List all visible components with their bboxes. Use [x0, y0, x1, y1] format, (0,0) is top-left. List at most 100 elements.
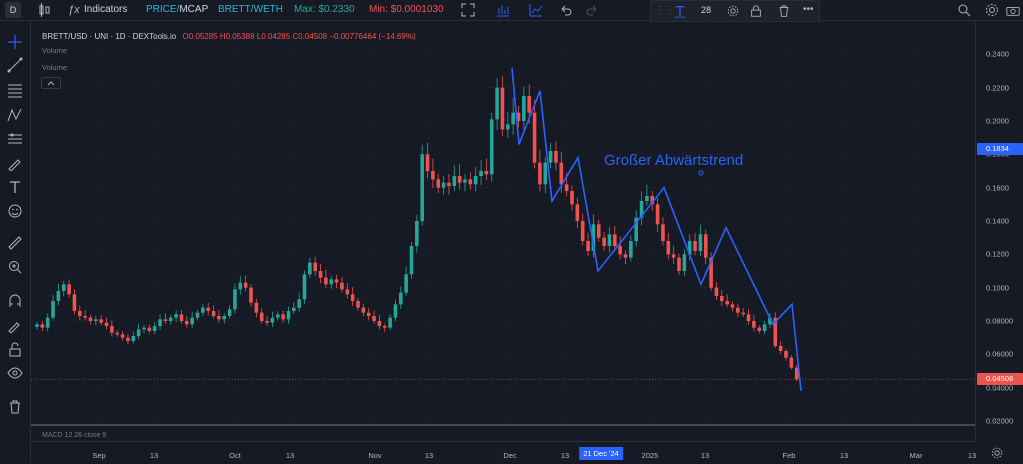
candle	[773, 317, 778, 346]
candle	[179, 314, 184, 321]
undo-icon[interactable]	[558, 2, 574, 18]
indicators-icon[interactable]: ƒx	[68, 4, 80, 16]
y-tick-label: 0.08000	[986, 316, 1014, 326]
candle	[602, 237, 606, 246]
unlock-icon[interactable]	[7, 341, 23, 357]
delete-icon[interactable]	[7, 399, 23, 415]
symbol-button[interactable]: D	[5, 2, 21, 18]
y-tick-label: 0.02000	[986, 416, 1014, 426]
candle	[645, 195, 649, 201]
candle	[575, 204, 580, 221]
candle	[447, 182, 451, 186]
redo-icon[interactable]	[584, 2, 600, 18]
candle	[420, 154, 424, 221]
candle	[634, 217, 638, 241]
compare-icon[interactable]	[495, 2, 511, 18]
candle	[366, 312, 371, 316]
trash-icon[interactable]	[777, 4, 791, 18]
fullscreen-icon[interactable]	[460, 2, 476, 18]
candle	[158, 319, 162, 326]
candle	[190, 317, 194, 325]
candle	[40, 324, 45, 328]
candle	[292, 307, 296, 311]
candle	[45, 317, 50, 328]
prediction-icon[interactable]	[7, 131, 23, 147]
candle	[473, 175, 478, 185]
ruler-icon[interactable]	[7, 235, 23, 251]
y-tick-label: 0.1600	[986, 183, 1009, 193]
y-tick-label: 0.2200	[986, 83, 1009, 93]
price-mcap-toggle[interactable]: PRICE/MCAP	[146, 4, 209, 15]
candle	[538, 162, 542, 185]
price-axis[interactable]: 0.02000 0.04000 0.06000 0.08000 0.1000 0.1200…	[975, 21, 1023, 441]
chevron-up-icon	[47, 81, 55, 86]
candle	[741, 312, 745, 315]
candle	[334, 279, 339, 283]
crosshair-icon[interactable]	[7, 34, 23, 50]
collapse-button[interactable]	[41, 77, 61, 89]
chart-type-icon[interactable]	[528, 2, 544, 18]
eye-icon[interactable]	[7, 365, 23, 381]
candle	[51, 300, 55, 318]
candle	[142, 327, 146, 330]
camera-icon[interactable]	[1006, 2, 1020, 18]
chart-legend: BRETT/USD · UNI · 1D · DEXTools.io O0.05…	[42, 32, 416, 41]
candle	[564, 184, 569, 191]
candle	[543, 162, 548, 185]
x-tick-label: 13	[285, 451, 295, 460]
indicators-button[interactable]: Indicators	[84, 4, 128, 15]
legend-title: BRETT/USD · UNI · 1D · DEXTools.io	[42, 32, 177, 41]
font-size-selector[interactable]: 28	[701, 5, 712, 15]
zoom-icon[interactable]	[7, 259, 23, 275]
candle	[409, 245, 414, 275]
candle	[356, 300, 360, 308]
magnet-icon[interactable]	[7, 293, 23, 309]
gear-icon[interactable]	[726, 4, 740, 18]
brush-icon[interactable]	[7, 155, 23, 171]
trend-zigzag-line[interactable]	[511, 67, 802, 392]
time-axis[interactable]: Sep 13 Oct 13 Nov 13 Dec 13 2025 13 Feb 13 Mar 13 21 D…	[31, 441, 976, 464]
candle	[372, 315, 376, 321]
drag-handle-icon[interactable]: ⋮⋮	[655, 5, 675, 16]
more-icon[interactable]: •••	[803, 4, 814, 15]
fib-icon[interactable]	[7, 82, 23, 98]
emoji-icon[interactable]	[7, 203, 23, 219]
candle	[559, 162, 564, 185]
candle	[789, 357, 794, 368]
candle	[270, 317, 275, 323]
axis-settings-icon[interactable]	[990, 446, 1004, 460]
settings-icon[interactable]	[984, 2, 1000, 18]
candle	[227, 309, 232, 316]
pair-toggle[interactable]: BRETT/WETH	[218, 4, 283, 15]
lock-icon[interactable]	[749, 4, 763, 18]
trend-annotation[interactable]: Großer Abwärtstrend	[604, 152, 743, 169]
candle	[275, 314, 280, 318]
macd-label: MACD 12 26 close 9	[42, 432, 107, 439]
text-tool-icon[interactable]	[673, 4, 687, 18]
candle	[399, 292, 403, 305]
price-chart[interactable]: Großer Abwärtstrend	[31, 21, 975, 441]
pattern-icon[interactable]	[7, 107, 23, 123]
text-icon[interactable]	[7, 179, 23, 195]
volume-label-2: Volume	[42, 63, 68, 72]
candle	[650, 195, 655, 205]
candle	[548, 150, 553, 163]
x-tick-label: Feb	[782, 451, 796, 460]
candle	[720, 295, 724, 301]
pencil-lock-icon[interactable]	[7, 317, 23, 333]
candle	[629, 240, 633, 258]
annotation-anchor[interactable]	[698, 170, 704, 176]
trend-line-icon[interactable]	[7, 57, 23, 73]
candle	[88, 317, 93, 321]
candle	[72, 294, 77, 311]
candle	[746, 314, 751, 321]
y-tick-label: 0.1200	[986, 249, 1009, 259]
candles-icon[interactable]	[36, 2, 52, 18]
candle	[586, 240, 590, 251]
candle	[425, 154, 430, 171]
candle	[607, 234, 612, 246]
search-icon[interactable]	[956, 2, 972, 18]
candle	[185, 320, 189, 325]
candle	[570, 190, 574, 205]
x-tick-label: Nov	[368, 451, 382, 460]
